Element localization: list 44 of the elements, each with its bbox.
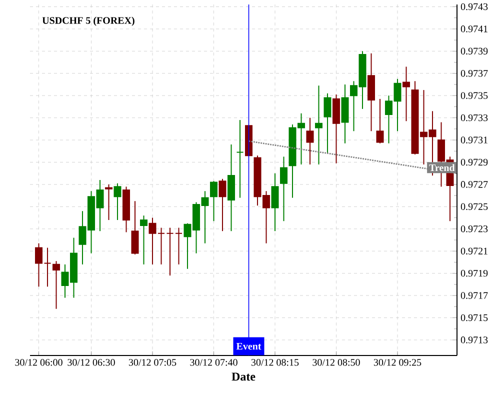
- candlestick: [306, 118, 314, 166]
- candlestick: [236, 120, 244, 199]
- x-tick-label: 30/12 09:25: [374, 359, 422, 366]
- y-tick-label: 0.9723: [460, 226, 488, 233]
- candlestick: [52, 260, 60, 310]
- y-tick-label: 0.9737: [460, 70, 488, 78]
- x-tick-label: 30/12 06:00: [15, 359, 62, 366]
- candlestick: [218, 178, 226, 232]
- y-tick-label: 0.9741: [460, 26, 488, 33]
- candlestick: [271, 173, 279, 232]
- candlestick: [175, 228, 183, 266]
- candlestick: [315, 85, 323, 166]
- y-tick-label: 0.9713: [460, 336, 488, 344]
- y-tick-label: 0.9727: [460, 181, 488, 188]
- x-tick-label: 30/12 08:50: [312, 359, 360, 366]
- candlestick: [210, 180, 218, 222]
- y-tick-label: 0.9743: [460, 4, 488, 10]
- candlestick: [140, 215, 148, 266]
- candlestick: [131, 200, 139, 256]
- series-label: Trend: [429, 164, 455, 172]
- candlestick: [166, 228, 174, 276]
- y-tick-label: 0.9739: [460, 48, 488, 55]
- x-tick-label: 30/12 06:30: [68, 359, 115, 366]
- y-tick-label: 0.9725: [460, 204, 488, 210]
- y-tick-label: 0.9735: [460, 92, 488, 100]
- x-axis-title: Date: [232, 372, 256, 381]
- y-tick-label: 0.9721: [460, 248, 488, 255]
- y-tick-label: 0.9717: [460, 292, 488, 300]
- y-tick-label: 0.9733: [460, 114, 488, 122]
- candlestick: [402, 66, 410, 122]
- candlestick: [280, 156, 288, 222]
- candlestick: [376, 98, 384, 144]
- y-tick-label: 0.9731: [460, 136, 488, 144]
- y-tick-label: 0.9719: [460, 270, 488, 277]
- candlestick: [114, 183, 122, 221]
- candlestick: [105, 184, 113, 221]
- text: USDCHF 5 (FOREX): [42, 17, 134, 26]
- x-tick-label: 30/12 08:15: [251, 359, 299, 366]
- ref-line-label: Event: [236, 343, 262, 350]
- y-tick-label: 0.9729: [460, 159, 488, 166]
- x-tick-label: 30/12 07:40: [190, 359, 238, 366]
- candlestick: [324, 93, 332, 154]
- x-tick-label: 30/12 07:05: [128, 359, 176, 366]
- y-tick-label: 0.9715: [460, 314, 488, 322]
